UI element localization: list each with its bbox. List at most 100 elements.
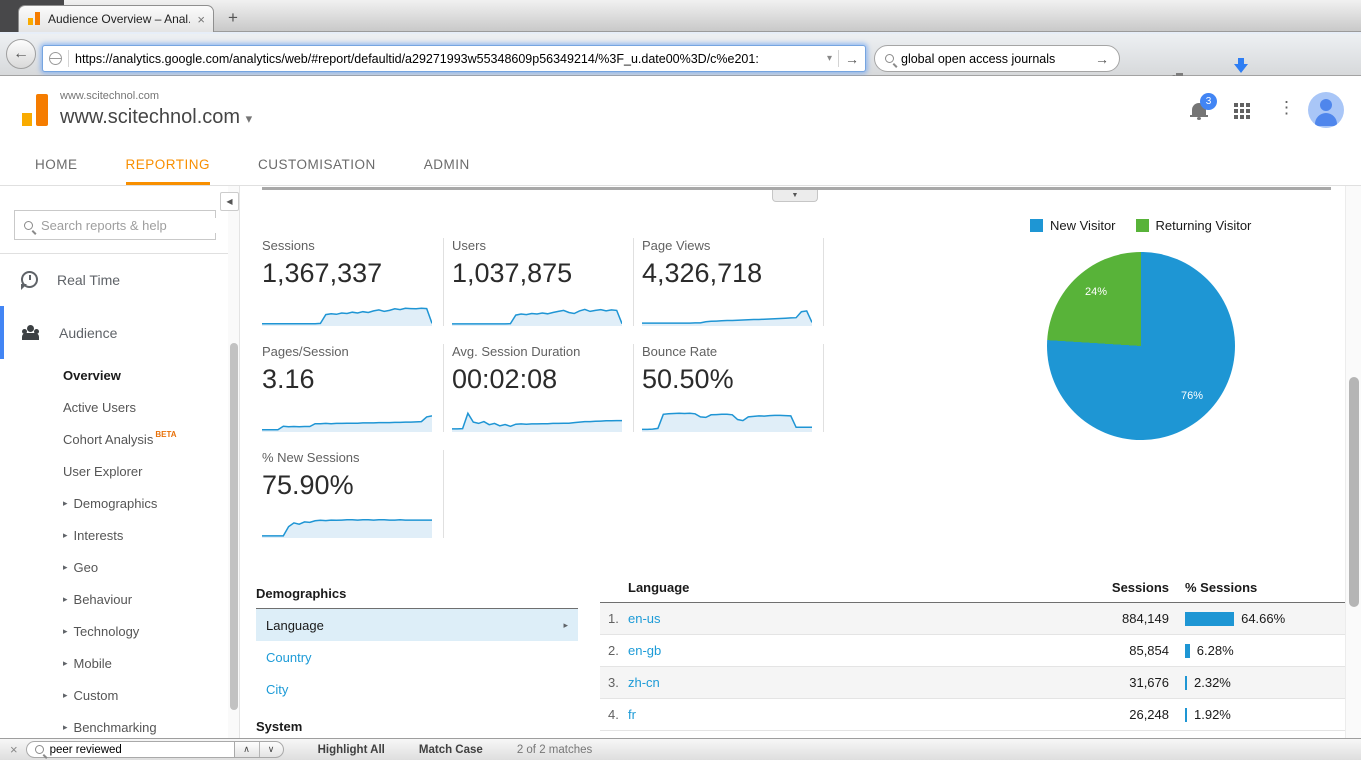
tab-admin[interactable]: ADMIN (423, 156, 470, 172)
page-scrollbar-thumb[interactable] (1349, 377, 1359, 607)
dimension-link[interactable]: City (266, 681, 289, 697)
table-row: 3. zh-cn 31,676 2.32% (600, 667, 1345, 699)
sidebar-item-technology[interactable]: ▸ Technology (0, 615, 228, 647)
search-go-icon[interactable]: → (1095, 50, 1109, 67)
new-tab-button[interactable]: + (228, 8, 238, 27)
match-case-button[interactable]: Match Case (418, 743, 483, 756)
sidebar-item-real-time[interactable]: Real Time (0, 253, 228, 306)
sidebar-item-custom[interactable]: ▸ Custom (0, 679, 228, 711)
language-link[interactable]: en-gb (628, 643, 662, 658)
language-table-header: Language Sessions % Sessions (600, 580, 1345, 603)
search-icon (885, 54, 894, 63)
analytics-favicon-icon (27, 12, 41, 26)
legend-label: Returning Visitor (1155, 218, 1252, 233)
report-sidebar: ◀ Real Time Audience Overview Active Users C… (0, 186, 240, 738)
more-options-kebab-icon[interactable]: ⋮ (1278, 98, 1295, 117)
pct-bar (1185, 707, 1187, 722)
find-field[interactable] (25, 741, 248, 758)
table-row: 4. fr 26,248 1.92% (600, 699, 1345, 731)
url-go-icon[interactable]: → (845, 50, 859, 67)
metric-label: % New Sessions (262, 450, 360, 465)
col-language[interactable]: Language (628, 580, 690, 595)
language-link[interactable]: fr (628, 707, 636, 722)
language-link[interactable]: en-us (628, 611, 661, 626)
url-text[interactable]: https://analytics.google.com/analytics/w… (75, 51, 759, 66)
sidebar-item-user-explorer[interactable]: User Explorer (0, 455, 228, 487)
report-search-box[interactable] (14, 210, 217, 240)
sidebar-item-benchmarking[interactable]: ▸ Benchmarking (0, 711, 228, 738)
find-next-button[interactable]: ∨ (258, 742, 283, 757)
metric-value: 1,367,337 (262, 258, 383, 288)
chevron-right-icon: ▸ (63, 593, 68, 604)
pct-label: 6.28% (1196, 643, 1234, 658)
pct-bar (1185, 675, 1187, 690)
language-cell: en-gb (628, 643, 1029, 658)
google-apps-grid-icon[interactable] (1234, 103, 1238, 107)
tab-close-icon[interactable]: × (197, 11, 205, 27)
url-history-dropdown-icon[interactable]: ▾ (826, 53, 832, 64)
sidebar-item-active-users[interactable]: Active Users (0, 391, 228, 423)
find-input[interactable] (49, 743, 239, 756)
sidebar-item-mobile[interactable]: ▸ Mobile (0, 647, 228, 679)
card-divider (443, 238, 444, 326)
report-main: ▼ Sessions 1,367,337 Users 1,037,875 Page Vi… (241, 186, 1345, 742)
sidebar-item-label: Audience (59, 324, 118, 341)
sidebar-collapse-button[interactable]: ◀ (220, 192, 239, 211)
analytics-header: www.scitechnol.com www.scitechnol.com ▾ … (0, 76, 1361, 143)
demographics-row-city[interactable]: City (256, 673, 578, 705)
sidebar-item-label: Real Time (57, 271, 121, 288)
sessions-cell: 85,854 (1129, 643, 1169, 658)
analytics-nav: HOME REPORTING CUSTOMISATION ADMIN (0, 143, 1361, 186)
dimension-label: Language (266, 617, 324, 633)
language-table: Language Sessions % Sessions 1. en-us 884,… (600, 580, 1345, 731)
sidebar-item-geo[interactable]: ▸ Geo (0, 551, 228, 583)
sidebar-item-behaviour[interactable]: ▸ Behaviour (0, 583, 228, 615)
report-search-input[interactable] (41, 217, 217, 233)
pct-bar (1185, 611, 1235, 626)
sidebar-item-interests[interactable]: ▸ Interests (0, 519, 228, 551)
beta-badge: BETA (155, 429, 177, 439)
find-previous-button[interactable]: ∧ (243, 744, 250, 754)
metric-value: 50.50% (642, 364, 734, 394)
notification-badge: 3 (1200, 93, 1217, 110)
demographics-row-language[interactable]: Language ▸ (256, 609, 578, 641)
chart-expand-button[interactable]: ▼ (772, 190, 818, 202)
account-avatar[interactable] (1308, 92, 1344, 128)
chevron-right-icon: ▸ (63, 561, 68, 572)
sidebar-item-overview[interactable]: Overview (0, 359, 228, 391)
pct-cell: 1.92% (1185, 707, 1345, 722)
tab-home[interactable]: HOME (35, 156, 78, 172)
sidebar-scrollbar[interactable] (228, 186, 239, 738)
metric-card-new-sessions: % New Sessions 75.90% (262, 450, 442, 538)
property-name-small: www.scitechnol.com (60, 90, 160, 102)
sidebar-item-cohort-analysis[interactable]: Cohort Analysis BETA (0, 423, 228, 455)
page-scrollbar[interactable] (1345, 186, 1361, 738)
row-rank: 1. (608, 611, 619, 626)
browser-search-input[interactable] (901, 51, 1088, 66)
demographics-row-country[interactable]: Country (256, 641, 578, 673)
language-link[interactable]: zh-cn (628, 675, 660, 690)
tab-customisation[interactable]: CUSTOMISATION (258, 156, 376, 172)
col-sessions[interactable]: Sessions (1111, 580, 1169, 595)
tab-reporting[interactable]: REPORTING (125, 143, 211, 185)
sidebar-scrollbar-thumb[interactable] (230, 343, 238, 710)
highlight-all-button[interactable]: Highlight All (317, 743, 385, 756)
url-bar[interactable]: https://analytics.google.com/analytics/w… (42, 45, 866, 72)
col-pct-sessions[interactable]: % Sessions (1185, 580, 1258, 595)
chevron-right-icon: ▸ (63, 657, 68, 668)
back-button[interactable]: ← (6, 39, 36, 69)
sidebar-item-demographics[interactable]: ▸ Demographics (0, 487, 228, 519)
metric-card-bounce-rate: Bounce Rate 50.50% (642, 344, 822, 432)
row-rank: 3. (608, 675, 619, 690)
metric-label: Avg. Session Duration (452, 344, 581, 359)
sidebar-item-audience[interactable]: Audience (0, 306, 228, 359)
metric-value: 1,037,875 (452, 258, 573, 288)
site-identity-icon[interactable] (49, 52, 62, 65)
metric-card-sessions: Sessions 1,367,337 (262, 238, 442, 326)
browser-tab[interactable]: Audience Overview – Anal... × (18, 5, 214, 32)
browser-search-bar[interactable]: → (874, 45, 1120, 72)
dimension-link[interactable]: Country (266, 649, 312, 665)
property-selector[interactable]: www.scitechnol.com ▾ (60, 106, 253, 128)
sidebar-item-label: Behaviour (73, 591, 133, 607)
findbar-close-icon[interactable]: × (10, 742, 18, 757)
